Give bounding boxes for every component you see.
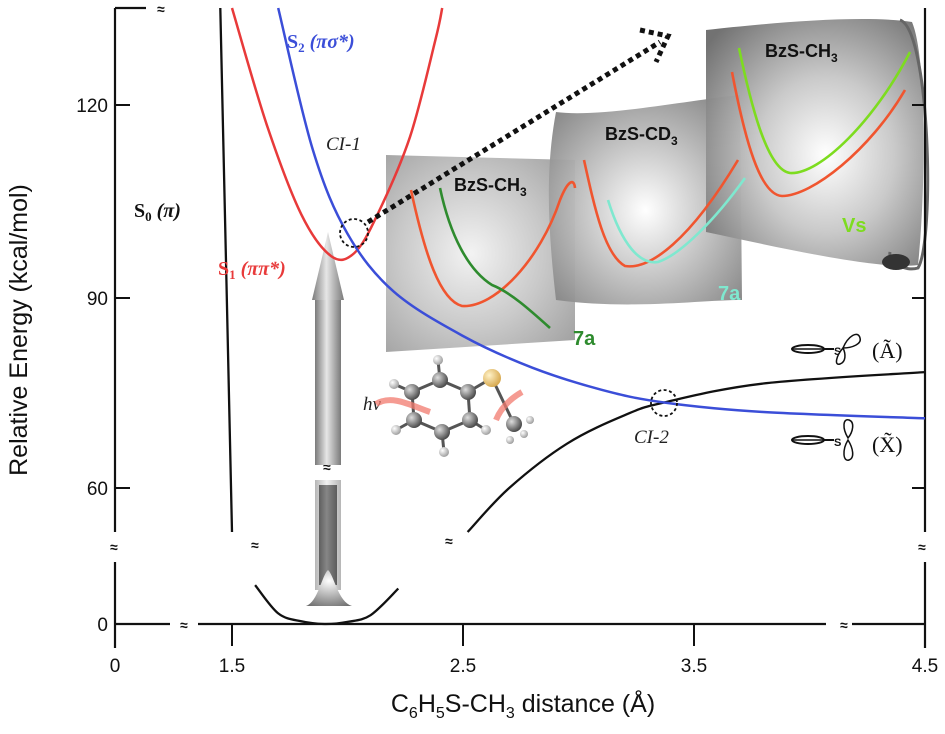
surface-labels: BzS-CH3 BzS-CD3 BzS-CH3 7a 7a Vs [454, 41, 866, 350]
break-symbol-arrow: ≈ [323, 459, 331, 475]
axis-breaks: ≈ ≈ ≈ ≈ ≈ ≈ ≈ ≈ [110, 1, 926, 633]
break-symbol-x-right: ≈ [840, 617, 848, 633]
break-symbol-left: ≈ [110, 539, 118, 555]
molecule-arrow-left [374, 397, 431, 415]
ci2-marker [650, 389, 678, 417]
surface-panels [386, 18, 930, 352]
surface1-mode-7a [438, 187, 551, 329]
s1-curve [230, 7, 444, 262]
surface1-red-curve [409, 180, 577, 308]
molecule-arrow-right [493, 389, 524, 422]
dotted-arrow [366, 27, 672, 225]
x-tick-label: 1.5 [219, 656, 245, 677]
state-x-label: (X̃) [872, 432, 903, 457]
arrow-shaft-upper [315, 295, 341, 465]
surface-panel-bzs-cd3 [548, 95, 742, 305]
excitation-arrow [306, 232, 352, 606]
s2-curve [276, 7, 926, 420]
break-symbol-s0-right: ≈ [445, 533, 453, 549]
s0-curve-right [466, 370, 926, 533]
y-tick-label: 120 [76, 96, 108, 117]
s2-label: S2 (πσ*) [287, 31, 355, 55]
break-symbol-right: ≈ [918, 539, 926, 555]
x-tick-label: 2.5 [450, 656, 476, 677]
y-tick-label: 60 [87, 479, 108, 500]
mode-label-vs: Vs [842, 215, 866, 237]
ci1-marker [339, 218, 369, 248]
mode-label-7a-1: 7a [573, 328, 596, 350]
annotation-labels: CI-1 CI-2 hν [326, 134, 669, 448]
break-symbol-s0-left: ≈ [251, 537, 259, 553]
state-a-label: (Ã) [872, 338, 903, 363]
break-symbol-top: ≈ [157, 1, 165, 17]
dotted-arrow-head [639, 27, 672, 64]
svg-text:S: S [834, 437, 841, 449]
potential-curves [219, 7, 926, 626]
y-tick-label: 0 [97, 615, 108, 636]
x-tick-label: 0 [110, 656, 121, 677]
s0-curve-left [219, 7, 234, 533]
dotted-arrow-line [366, 39, 662, 225]
panel-label-bzs-ch3-2: BzS-CH3 [765, 41, 838, 65]
surface2-red-curve [582, 159, 740, 268]
wavepacket [306, 570, 352, 606]
surface-panel-roll-end [882, 254, 910, 270]
y-tick-label: 90 [87, 289, 108, 310]
mode-label-7a-2: 7a [718, 283, 741, 305]
x-axis-label: C6H5S-CH3 distance (Å) [391, 688, 655, 722]
arrow-head [312, 232, 344, 300]
state-labels: S0 (π) S1 (ππ*) S2 (πσ*) [134, 31, 355, 282]
surface-panel-bzs-ch3-back [706, 19, 924, 266]
orbital-a-state: S (Ã) [791, 333, 903, 365]
ci2-label: CI-2 [634, 427, 669, 448]
ci1-label: CI-1 [326, 134, 361, 155]
surface-mode-curves [409, 47, 912, 329]
surface2-mode-7a [606, 177, 747, 264]
s0-curve-well [254, 584, 400, 626]
s1-label: S1 (ππ*) [218, 258, 286, 282]
x-tick-label: 4.5 [912, 656, 938, 677]
panel-label-bzs-cd3: BzS-CD3 [605, 124, 678, 148]
ticks: 0 1.5 2.5 3.5 4.5 0 60 90 120 [76, 96, 938, 677]
hv-label: hν [363, 394, 382, 415]
molecule-thioanisole [374, 355, 534, 457]
axes [113, 6, 927, 648]
y-axis-label: Relative Energy (kcal/mol) [5, 184, 33, 476]
break-symbol-x-left: ≈ [180, 617, 188, 633]
x-tick-label: 3.5 [681, 656, 707, 677]
orbital-x-state: S (X̃) [791, 419, 903, 461]
surface3-red-curve [730, 71, 907, 198]
surface3-mode-vs [737, 47, 912, 175]
svg-text:S: S [834, 346, 841, 358]
surface-panel-bzs-ch3-front [386, 155, 575, 352]
s0-label: S0 (π) [134, 200, 181, 224]
panel-label-bzs-ch3-1: BzS-CH3 [454, 175, 527, 199]
